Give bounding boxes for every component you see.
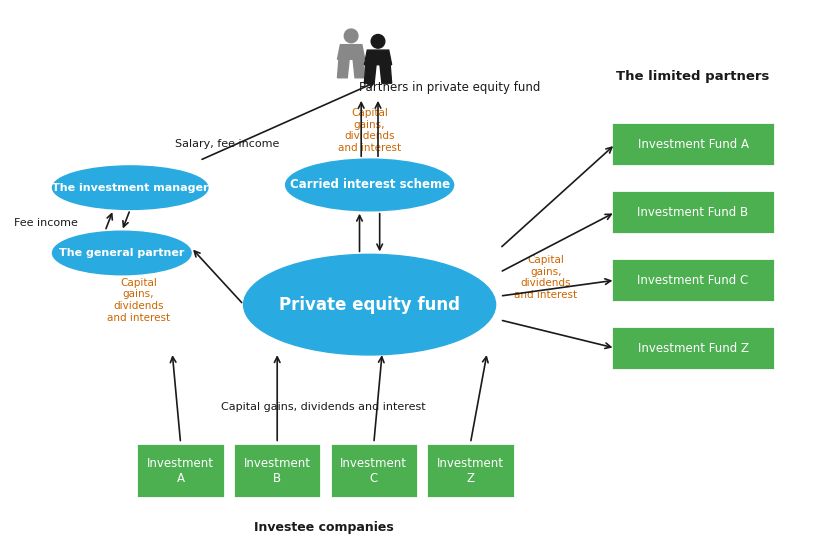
- Text: The limited partners: The limited partners: [617, 70, 769, 83]
- FancyBboxPatch shape: [329, 443, 418, 498]
- Polygon shape: [365, 50, 391, 65]
- Text: Fee income: Fee income: [14, 218, 78, 228]
- Text: Investment Fund B: Investment Fund B: [638, 206, 748, 219]
- Text: Capital
gains,
dividends
and interest: Capital gains, dividends and interest: [338, 108, 402, 153]
- FancyBboxPatch shape: [136, 443, 224, 498]
- Text: Salary, fee income: Salary, fee income: [175, 139, 279, 149]
- Text: Investee companies: Investee companies: [254, 521, 393, 534]
- Text: Investment
B: Investment B: [244, 456, 311, 485]
- FancyBboxPatch shape: [611, 326, 774, 370]
- FancyBboxPatch shape: [611, 122, 774, 166]
- Ellipse shape: [371, 34, 385, 48]
- Ellipse shape: [344, 29, 358, 43]
- Text: Investment Fund A: Investment Fund A: [638, 138, 748, 151]
- FancyBboxPatch shape: [234, 443, 322, 498]
- Polygon shape: [353, 59, 365, 78]
- Text: Investment
C: Investment C: [340, 456, 407, 485]
- Polygon shape: [338, 59, 349, 78]
- Text: Capital
gains,
dividends
and interest: Capital gains, dividends and interest: [107, 278, 171, 323]
- Text: Carried interest scheme: Carried interest scheme: [290, 178, 449, 191]
- Polygon shape: [365, 65, 376, 83]
- Text: Capital gains, dividends and interest: Capital gains, dividends and interest: [221, 402, 426, 412]
- Polygon shape: [338, 45, 365, 59]
- Text: Investment
A: Investment A: [147, 456, 214, 485]
- Text: Investment Fund C: Investment Fund C: [638, 274, 748, 287]
- FancyBboxPatch shape: [611, 258, 774, 302]
- Ellipse shape: [52, 231, 192, 275]
- Ellipse shape: [286, 159, 454, 211]
- FancyBboxPatch shape: [427, 443, 514, 498]
- Text: The general partner: The general partner: [59, 248, 185, 258]
- Ellipse shape: [52, 166, 208, 209]
- Text: Capital
gains,
dividends
and interest: Capital gains, dividends and interest: [514, 255, 578, 300]
- Text: Investment
Z: Investment Z: [437, 456, 504, 485]
- Text: Partners in private equity fund: Partners in private equity fund: [359, 81, 540, 94]
- Text: The investment manager: The investment manager: [52, 183, 208, 193]
- Text: Investment Fund Z: Investment Fund Z: [638, 342, 748, 355]
- Text: Private equity fund: Private equity fund: [279, 295, 460, 314]
- Ellipse shape: [244, 255, 496, 355]
- Polygon shape: [380, 65, 391, 83]
- FancyBboxPatch shape: [611, 190, 774, 234]
